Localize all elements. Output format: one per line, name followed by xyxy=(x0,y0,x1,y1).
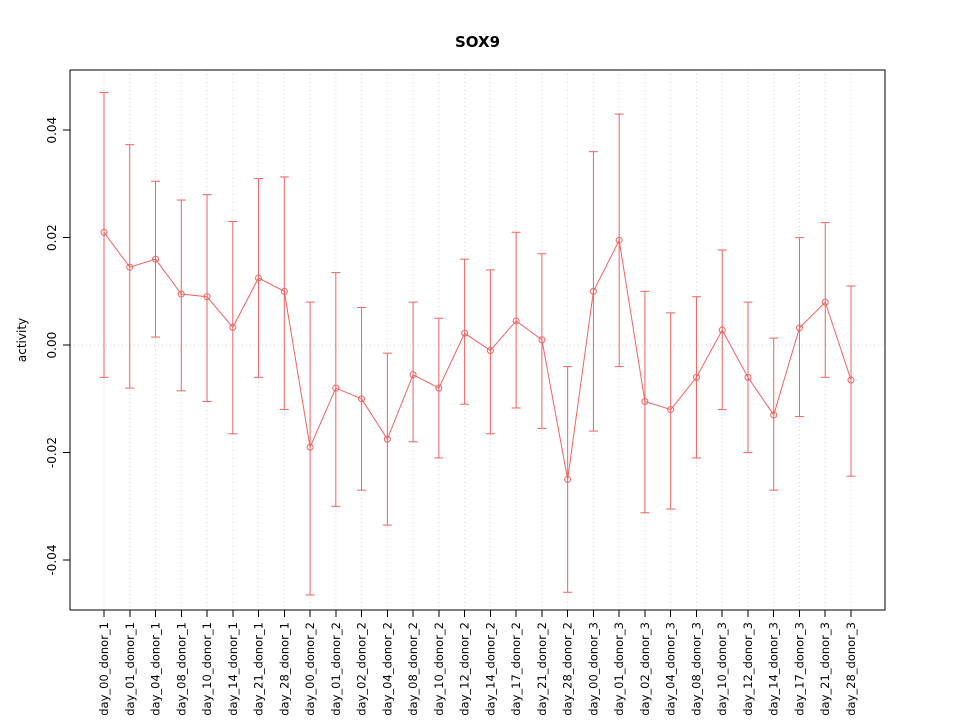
data-point xyxy=(383,435,391,443)
error-bar xyxy=(202,194,212,403)
x-tick-label: day_10_donor_1 xyxy=(200,622,214,716)
data-point xyxy=(718,326,726,334)
x-tick-label: day_00_donor_2 xyxy=(303,622,317,716)
x-tick-label: day_01_donor_3 xyxy=(612,622,626,716)
error-bar xyxy=(305,301,315,596)
data-point xyxy=(203,293,211,301)
data-point xyxy=(615,236,623,244)
x-tick-label: day_02_donor_3 xyxy=(638,622,652,716)
data-point xyxy=(692,373,700,381)
x-tick-label: day_10_donor_2 xyxy=(432,622,446,716)
error-bar xyxy=(666,312,676,510)
data-point xyxy=(229,323,237,331)
data-point xyxy=(564,475,572,483)
error-bar xyxy=(460,258,470,405)
error-bar xyxy=(640,290,650,514)
x-tick-label: day_10_donor_3 xyxy=(715,622,729,716)
series-line xyxy=(103,231,852,480)
data-point xyxy=(538,336,546,344)
x-tick-label: day_14_donor_1 xyxy=(226,622,240,716)
data-point xyxy=(770,411,778,419)
x-tick-label: day_12_donor_3 xyxy=(741,622,755,716)
error-bar xyxy=(846,285,856,477)
x-tick-label: day_04_donor_1 xyxy=(149,622,163,716)
data-point xyxy=(486,346,494,354)
data-point xyxy=(795,324,803,332)
x-tick-label: day_28_donor_1 xyxy=(277,622,291,716)
x-tick-label: day_08_donor_2 xyxy=(406,622,420,716)
data-point xyxy=(332,384,340,392)
gridlines xyxy=(103,70,852,610)
x-tick-label: day_21_donor_1 xyxy=(252,622,266,716)
error-bar xyxy=(794,237,804,418)
x-tick-label: day_21_donor_2 xyxy=(535,622,549,716)
x-tick-label: day_01_donor_1 xyxy=(123,622,137,716)
x-tick-label: day_08_donor_3 xyxy=(689,622,703,716)
data-point xyxy=(821,298,829,306)
x-tick-label: day_21_donor_3 xyxy=(818,622,832,716)
data-point xyxy=(280,287,288,295)
x-tick-label: day_14_donor_2 xyxy=(483,622,497,716)
data-point xyxy=(744,373,752,381)
data-point xyxy=(512,317,520,325)
x-tick-label: day_04_donor_3 xyxy=(664,622,678,716)
y-tick-label: -0.04 xyxy=(45,544,59,575)
y-tick-label: -0.02 xyxy=(45,437,59,468)
x-tick-label: day_08_donor_1 xyxy=(174,622,188,716)
x-tick-label: day_17_donor_2 xyxy=(509,622,523,716)
x-tick-label: day_00_donor_3 xyxy=(586,622,600,716)
data-point xyxy=(461,329,469,337)
y-tick-label: 0.02 xyxy=(45,224,59,251)
data-point xyxy=(306,443,314,451)
data-point xyxy=(589,287,597,295)
error-bar xyxy=(820,222,830,378)
plot-box xyxy=(69,69,886,611)
y-axis: -0.04 -0.02 0.00 0.02 0.04 xyxy=(45,117,70,576)
y-tick-label: 0.00 xyxy=(45,332,59,359)
data-point xyxy=(126,263,134,271)
x-tick-label: day_01_donor_2 xyxy=(329,622,343,716)
data-point xyxy=(358,395,366,403)
data-point xyxy=(667,406,675,414)
error-bars xyxy=(99,92,856,596)
data-point xyxy=(255,274,263,282)
error-bar xyxy=(331,272,341,507)
error-bar xyxy=(485,269,495,435)
y-tick-label: 0.04 xyxy=(45,117,59,144)
data-point xyxy=(435,384,443,392)
x-tick-label: day_17_donor_3 xyxy=(792,622,806,716)
data-point xyxy=(847,376,855,384)
chart-title: SOX9 xyxy=(455,33,500,51)
data-point xyxy=(409,371,417,379)
x-tick-label: day_12_donor_2 xyxy=(458,622,472,716)
data-point xyxy=(177,290,185,298)
x-tick-label: day_14_donor_3 xyxy=(767,622,781,716)
x-tick-label: day_00_donor_1 xyxy=(97,622,111,716)
x-axis: day_00_donor_1 day_01_donor_1 day_04_donor… xyxy=(97,610,858,716)
x-tick-label: day_28_donor_3 xyxy=(844,622,858,716)
data-point xyxy=(152,255,160,263)
error-bar xyxy=(176,199,186,392)
x-tick-label: day_04_donor_2 xyxy=(380,622,394,716)
data-point xyxy=(641,398,649,406)
y-axis-title: activity xyxy=(15,318,29,362)
x-tick-label: day_28_donor_2 xyxy=(561,622,575,716)
data-point xyxy=(100,228,108,236)
data-points xyxy=(100,228,855,483)
x-tick-label: day_02_donor_2 xyxy=(355,622,369,716)
error-bar xyxy=(511,231,521,409)
